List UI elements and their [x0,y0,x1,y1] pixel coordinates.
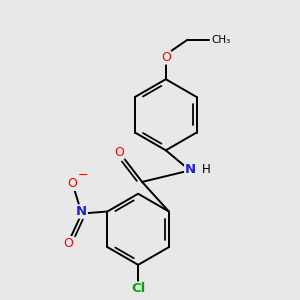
Text: O: O [67,177,77,190]
Text: O: O [114,146,124,159]
Text: CH₃: CH₃ [211,35,230,45]
Text: N: N [185,163,196,176]
Text: Cl: Cl [131,282,145,295]
Text: −: − [77,169,88,182]
Text: N: N [76,205,87,218]
Text: O: O [161,51,171,64]
Text: O: O [63,237,73,250]
Text: H: H [202,163,211,176]
